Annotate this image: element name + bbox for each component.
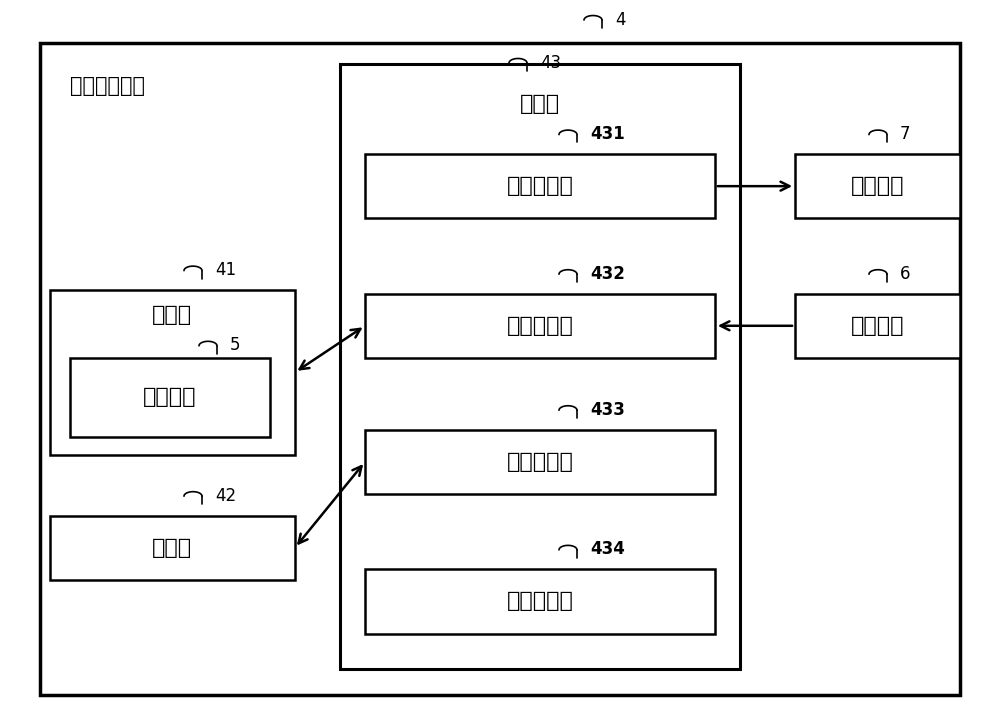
Bar <box>50 516 295 580</box>
Text: 42: 42 <box>215 487 236 505</box>
Text: 431: 431 <box>590 125 625 143</box>
Text: 43: 43 <box>540 54 561 72</box>
Text: 记录介质: 记录介质 <box>143 387 197 407</box>
Bar <box>365 430 715 494</box>
Text: 存储部: 存储部 <box>152 538 192 558</box>
Bar <box>50 290 295 455</box>
Text: 434: 434 <box>590 541 625 558</box>
Text: 433: 433 <box>590 401 625 419</box>
Text: 5: 5 <box>230 337 240 354</box>
Text: 图像处理装置: 图像处理装置 <box>70 76 145 96</box>
Text: 读写器: 读写器 <box>152 305 192 325</box>
Text: 显示控制部: 显示控制部 <box>507 591 573 611</box>
Bar <box>365 569 715 634</box>
Text: 4: 4 <box>615 11 626 29</box>
Text: 7: 7 <box>900 125 910 143</box>
Text: 输入装置: 输入装置 <box>851 316 905 336</box>
Text: 6: 6 <box>900 265 910 283</box>
Bar <box>365 294 715 358</box>
Bar <box>70 358 270 437</box>
Bar <box>365 154 715 218</box>
Bar <box>795 154 960 218</box>
Bar <box>340 64 740 669</box>
Text: 432: 432 <box>590 265 625 283</box>
Text: 显示装置: 显示装置 <box>851 176 905 196</box>
Bar <box>795 294 960 358</box>
Text: 方向检测部: 方向检测部 <box>507 316 573 336</box>
Text: 控制部: 控制部 <box>520 94 560 114</box>
Text: 位置计算部: 位置计算部 <box>507 176 573 196</box>
Text: 41: 41 <box>215 261 236 279</box>
Text: 模型生成部: 模型生成部 <box>507 452 573 472</box>
